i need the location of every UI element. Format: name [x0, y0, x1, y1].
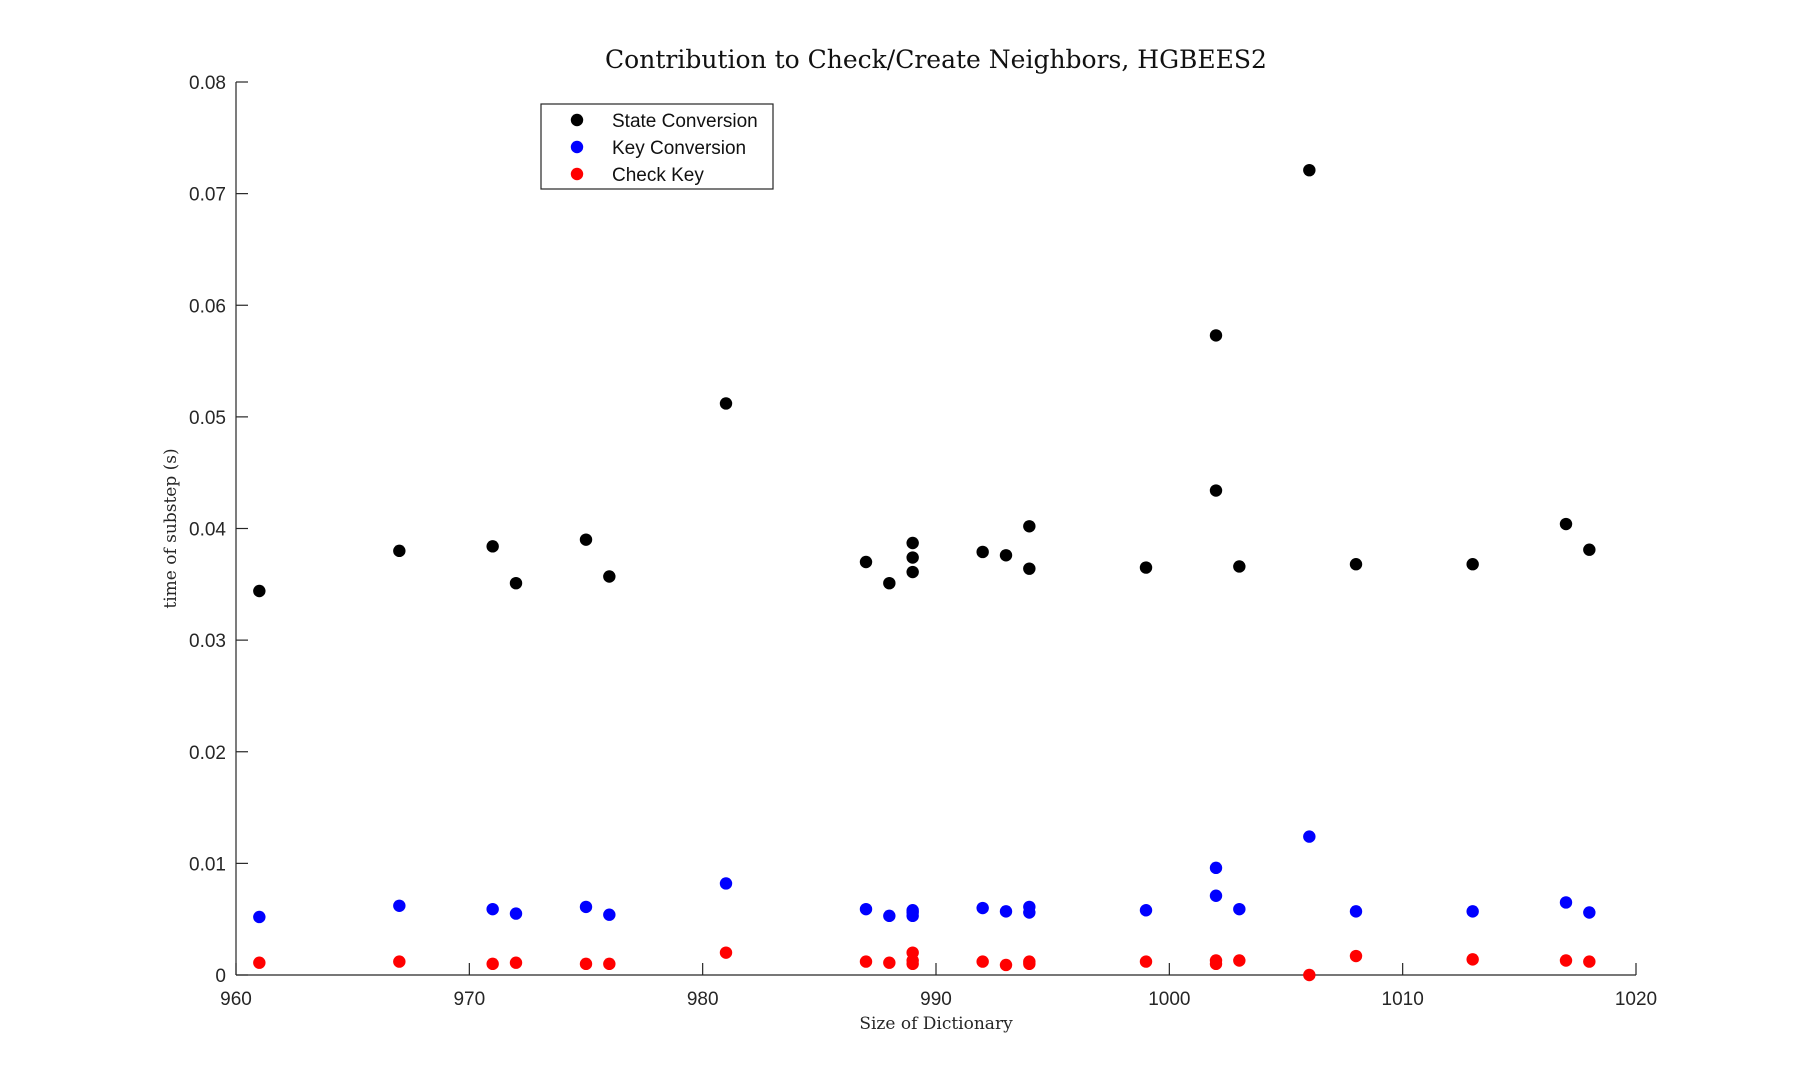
- data-point: [1559, 954, 1573, 967]
- data-point: [976, 545, 989, 559]
- data-point: [1303, 968, 1316, 982]
- data-point: [883, 956, 896, 969]
- x-tick-label: 960: [220, 989, 252, 1010]
- series-key-conversion: [253, 830, 1596, 924]
- data-point: [906, 909, 919, 923]
- data-point: [579, 957, 593, 971]
- data-point: [1349, 949, 1363, 963]
- data-point: [1209, 957, 1223, 971]
- data-point: [1233, 902, 1246, 916]
- legend-label: Key Conversion: [612, 138, 746, 159]
- data-point: [253, 584, 266, 598]
- data-point: [509, 956, 523, 969]
- data-point: [1583, 543, 1596, 556]
- x-axis-label: Size of Dictionary: [859, 1014, 1013, 1034]
- legend-marker: [570, 167, 584, 181]
- legend-label: State Conversion: [612, 111, 758, 132]
- data-point: [1583, 906, 1596, 919]
- series-state-conversion: [253, 163, 1596, 598]
- data-point: [1303, 163, 1316, 177]
- data-point: [976, 901, 989, 915]
- data-point: [999, 905, 1013, 918]
- data-point: [859, 955, 873, 968]
- legend-label: Check Key: [612, 165, 704, 186]
- data-point: [906, 957, 919, 971]
- data-point: [719, 877, 733, 890]
- data-point: [1559, 517, 1573, 531]
- data-point: [486, 902, 499, 916]
- data-point: [1209, 329, 1223, 342]
- data-point: [393, 899, 406, 912]
- data-point: [1349, 558, 1363, 571]
- data-point: [906, 565, 919, 579]
- y-tick-label: 0.06: [189, 296, 226, 317]
- legend: State Conversion Key Conversion Check Key: [540, 103, 774, 190]
- data-point: [976, 955, 989, 968]
- data-point: [1303, 830, 1316, 843]
- data-point: [579, 533, 593, 546]
- legend-marker: [570, 113, 584, 127]
- y-tick-label: 0.08: [189, 73, 226, 94]
- data-point: [253, 910, 266, 924]
- data-point: [1139, 904, 1153, 917]
- y-tick-label: 0.02: [189, 743, 226, 764]
- data-point: [1209, 484, 1223, 497]
- data-point: [1139, 955, 1153, 968]
- data-point: [1466, 558, 1479, 571]
- y-axis-label: time of substep (s): [161, 448, 181, 608]
- series-check-key: [253, 946, 1596, 982]
- data-point: [509, 907, 523, 920]
- y-tick-label: 0.04: [189, 520, 226, 541]
- data-point: [1023, 906, 1036, 919]
- data-point: [883, 576, 896, 590]
- legend-marker: [570, 140, 584, 154]
- plot-area: 960 970 980 990 1000 1010 1020 0 0.01 0.02 0.03 0.0…: [161, 45, 1657, 1034]
- data-point: [486, 540, 499, 553]
- data-point: [603, 957, 616, 971]
- data-point: [393, 544, 406, 558]
- data-point: [859, 555, 873, 569]
- data-point: [509, 576, 523, 590]
- data-point: [1559, 896, 1573, 909]
- data-point: [883, 909, 896, 923]
- data-point: [1466, 905, 1479, 918]
- x-tick-label: 970: [453, 989, 485, 1010]
- data-point: [1023, 520, 1036, 533]
- data-point: [1023, 562, 1036, 575]
- data-point: [603, 908, 616, 921]
- data-point: [999, 549, 1013, 562]
- data-point: [1023, 957, 1036, 971]
- data-point: [1233, 560, 1246, 573]
- data-point: [1233, 954, 1246, 967]
- y-tick-label: 0.07: [189, 185, 226, 206]
- data-point: [859, 902, 873, 916]
- data-point: [719, 397, 733, 410]
- data-point: [1349, 905, 1363, 918]
- data-point: [719, 946, 733, 959]
- x-tick-label: 1010: [1382, 989, 1424, 1010]
- y-tick-label: 0: [215, 966, 226, 987]
- data-point: [486, 957, 499, 971]
- x-tick-label: 980: [687, 989, 719, 1010]
- data-point: [1139, 561, 1153, 574]
- data-point: [393, 955, 406, 968]
- y-tick-label: 0.01: [189, 854, 226, 875]
- data-point: [603, 570, 616, 583]
- data-point: [579, 900, 593, 914]
- data-point: [1466, 953, 1479, 966]
- x-tick-label: 990: [920, 989, 952, 1010]
- data-point: [1583, 955, 1596, 968]
- data-point: [906, 536, 919, 550]
- y-tick-label: 0.05: [189, 408, 226, 429]
- y-tick-label: 0.03: [189, 631, 226, 652]
- x-tick-label: 1000: [1148, 989, 1190, 1010]
- data-point: [1209, 889, 1223, 902]
- chart-title: Contribution to Check/Create Neighbors, …: [605, 45, 1267, 74]
- data-point: [253, 956, 266, 969]
- data-point: [999, 958, 1013, 972]
- data-point: [1209, 861, 1223, 875]
- data-point: [906, 551, 919, 564]
- x-tick-label: 1020: [1615, 989, 1657, 1010]
